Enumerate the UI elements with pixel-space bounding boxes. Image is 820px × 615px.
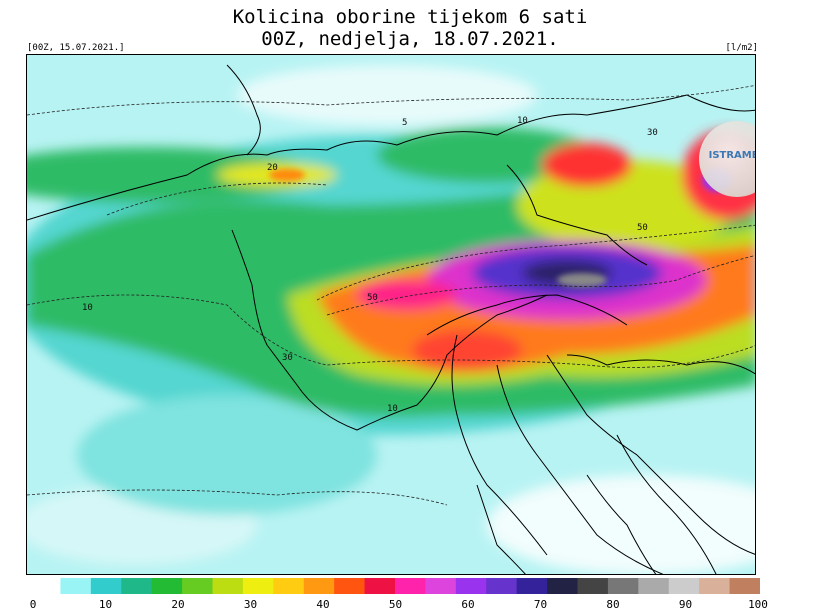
colorbar-segment <box>638 578 670 594</box>
colorbar-segment <box>303 578 335 594</box>
colorbar-tick-label: 70 <box>533 598 548 611</box>
contour-label: 30 <box>282 353 293 363</box>
colorbar-tick-label: 100 <box>748 598 768 611</box>
init-time-label: [00Z, 15.07.2021.] <box>27 43 125 53</box>
colorbar-tick-label: 30 <box>243 598 258 611</box>
colorbar-segment <box>486 578 518 594</box>
colorbar-tick-label: 80 <box>606 598 620 611</box>
colorbar-tick-label: 20 <box>171 598 185 611</box>
colorbar-segment <box>699 578 731 594</box>
colorbar-segment <box>90 578 122 594</box>
colorbar-segment <box>364 578 396 594</box>
map-title: Kolicina oborine tijekom 6 sati <box>232 6 588 28</box>
contour-label: 10 <box>517 116 528 126</box>
colorbar-tick-label: 0 <box>29 598 37 611</box>
contour-label: 10 <box>82 303 93 313</box>
colorbar-segment <box>60 578 92 594</box>
colorbar-segment <box>334 578 366 594</box>
map-valid-time: 00Z, nedjelja, 18.07.2021. <box>261 28 559 50</box>
colorbar-segment <box>242 578 274 594</box>
colorbar-tick-label: 60 <box>461 598 475 611</box>
colorbar-segment <box>30 578 61 594</box>
colorbar-segment <box>212 578 244 594</box>
precipitation-field: 5 10 20 10 10 30 30 50 50 <box>27 55 755 574</box>
colorbar-segment <box>395 578 426 594</box>
istramet-logo: ISTRAMET <box>699 121 755 197</box>
colorbar-ticks: 0 10 20 30 40 50 60 70 80 90 100 <box>0 598 820 612</box>
colorbar-segment <box>121 578 153 594</box>
colorbar-tick-label: 90 <box>678 598 693 611</box>
contour-label: 30 <box>647 128 658 138</box>
colorbar-segment <box>182 578 213 594</box>
contour-label: 50 <box>367 293 378 303</box>
colorbar-segment <box>547 578 578 594</box>
contour-label: 50 <box>637 223 648 233</box>
colorbar-tick-label: 10 <box>98 598 113 611</box>
colorbar-segment <box>273 578 305 594</box>
contour-label: 20 <box>267 163 278 173</box>
unit-label: [l/m2] <box>725 43 758 53</box>
colorbar-segment <box>455 578 487 594</box>
logo-text: ISTRAMET <box>708 150 755 161</box>
colorbar-segment <box>151 578 183 594</box>
colorbar-segment <box>607 578 639 594</box>
colorbar-tick-label: 50 <box>388 598 403 611</box>
colorbar-tick-label: 40 <box>316 598 330 611</box>
contour-label: 5 <box>402 118 407 128</box>
colorbar-segment <box>729 578 760 594</box>
colorbar-segment <box>577 578 609 594</box>
colorbar <box>30 578 760 594</box>
colorbar-segment <box>668 578 700 594</box>
precipitation-map: 5 10 20 10 10 30 30 50 50 ISTRAMET <box>26 54 756 575</box>
colorbar-segment <box>516 578 548 594</box>
contour-label: 10 <box>387 404 398 414</box>
colorbar-segment <box>425 578 457 594</box>
